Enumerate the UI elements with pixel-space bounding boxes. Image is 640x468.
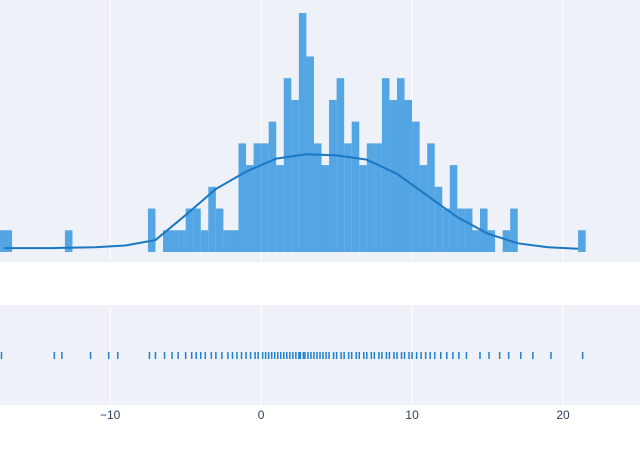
hist-bar — [510, 208, 518, 252]
hist-bar — [64, 230, 73, 252]
hist-bar — [261, 143, 269, 252]
hist-bar — [329, 99, 337, 253]
hist-bar — [336, 78, 345, 252]
hist-bar — [238, 143, 247, 252]
hist-bar — [321, 165, 330, 252]
hist-bar — [193, 208, 201, 252]
hist-bar — [404, 99, 413, 253]
hist-bar — [298, 13, 307, 252]
hist-bar — [0, 230, 5, 252]
hist-bar — [283, 78, 292, 252]
hist-bar — [178, 230, 186, 252]
hist-bar — [419, 165, 428, 252]
hist-bar — [344, 143, 352, 252]
hist-bar — [200, 230, 209, 252]
hist-bar — [472, 230, 480, 252]
hist-bar — [457, 208, 465, 252]
hist-bar — [215, 208, 224, 252]
hist-bar — [396, 78, 405, 252]
hist-bar — [487, 230, 496, 252]
hist-bar — [449, 165, 458, 252]
x-tick-label: 10 — [405, 408, 419, 422]
hist-bar — [185, 208, 194, 252]
hist-bar — [313, 143, 322, 252]
hist-bar — [253, 143, 262, 252]
hist-bar — [480, 208, 488, 252]
x-tick-label: 20 — [556, 408, 570, 422]
hist-bar — [246, 165, 254, 252]
hist-bar — [223, 230, 231, 252]
hist-bar — [147, 208, 156, 252]
hist-bar — [464, 208, 473, 252]
hist-bar — [208, 186, 216, 252]
hist-bar — [389, 99, 397, 253]
hist-bar — [578, 230, 586, 252]
hist-bar — [374, 143, 382, 252]
hist-bar — [170, 230, 179, 252]
hist-bar — [268, 121, 277, 252]
x-tick-label: −10 — [100, 408, 121, 422]
hist-bar — [163, 230, 171, 252]
hist-bar — [381, 78, 390, 252]
hist-bar — [502, 230, 511, 252]
hist-bar — [276, 165, 284, 252]
hist-bar — [4, 230, 13, 252]
x-tick-label: 0 — [258, 408, 265, 422]
hist-bar — [442, 208, 450, 252]
hist-bar — [230, 230, 239, 252]
hist-bar — [291, 99, 299, 253]
hist-bar — [434, 186, 443, 252]
hist-bar — [351, 121, 360, 252]
hist-bar — [359, 165, 367, 252]
kde-curve — [4, 153, 579, 250]
hist-bar — [366, 143, 375, 252]
